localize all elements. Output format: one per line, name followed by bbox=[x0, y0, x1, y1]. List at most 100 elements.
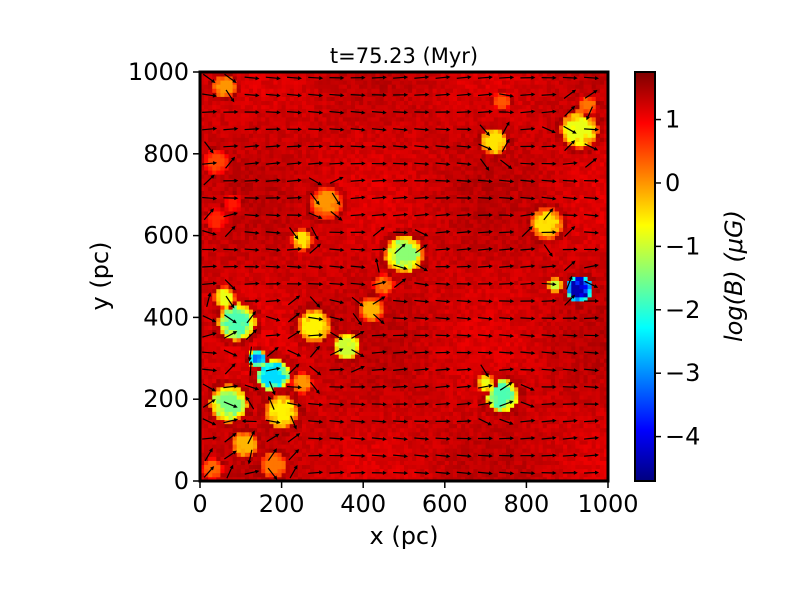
field-arrow bbox=[202, 196, 215, 200]
field-arrow bbox=[564, 227, 574, 237]
field-arrow bbox=[225, 158, 234, 169]
field-arrow bbox=[223, 349, 236, 356]
field-arrow-head bbox=[488, 179, 493, 184]
field-arrow-head bbox=[403, 75, 409, 80]
field-arrow-head bbox=[552, 368, 557, 373]
field-arrow bbox=[562, 334, 575, 337]
field-arrow bbox=[456, 385, 469, 389]
field-arrow-head bbox=[488, 247, 493, 251]
field-arrow-head bbox=[467, 229, 472, 234]
field-arrow bbox=[435, 299, 448, 303]
field-arrow-head bbox=[467, 212, 472, 217]
field-arrow-head bbox=[382, 350, 387, 355]
field-arrow bbox=[541, 300, 554, 302]
field-arrow-head bbox=[382, 75, 387, 80]
field-arrow bbox=[477, 351, 490, 354]
field-arrow-head bbox=[232, 79, 237, 84]
field-arrow-head bbox=[404, 230, 409, 235]
field-arrow bbox=[520, 179, 533, 182]
field-arrow bbox=[350, 93, 363, 96]
field-arrow-head bbox=[276, 178, 281, 183]
field-arrow-head bbox=[276, 333, 281, 338]
plot-frame bbox=[198, 70, 610, 483]
field-arrow bbox=[203, 210, 213, 221]
field-arrow bbox=[329, 162, 342, 165]
field-arrow bbox=[393, 162, 406, 165]
field-arrow bbox=[371, 386, 384, 388]
field-arrow-head bbox=[340, 127, 345, 132]
field-arrow-head bbox=[361, 161, 366, 166]
field-arrow-head bbox=[268, 395, 272, 401]
field-arrow-head bbox=[255, 178, 260, 183]
field-arrow-head bbox=[528, 226, 533, 231]
field-arrow bbox=[541, 265, 554, 268]
field-arrow bbox=[350, 145, 363, 148]
field-arrow-head bbox=[247, 357, 252, 362]
field-arrow bbox=[288, 365, 298, 375]
field-arrow-head bbox=[509, 264, 515, 269]
field-arrow bbox=[541, 145, 554, 148]
field-arrow bbox=[562, 454, 575, 457]
field-arrow bbox=[435, 282, 448, 285]
x-axis-label: x (pc) bbox=[370, 522, 439, 550]
field-arrow-head bbox=[382, 161, 387, 166]
field-arrow-head bbox=[340, 230, 345, 235]
field-arrow bbox=[456, 231, 469, 234]
field-arrow-head bbox=[510, 299, 515, 304]
field-arrow-head bbox=[423, 232, 429, 237]
field-arrow bbox=[393, 471, 406, 474]
field-arrow bbox=[329, 471, 342, 474]
field-arrow-head bbox=[212, 161, 218, 166]
x-tick-label: 0 bbox=[192, 490, 207, 518]
field-arrow bbox=[564, 296, 574, 306]
magnetic-field-map bbox=[200, 72, 608, 481]
field-arrow-head bbox=[298, 281, 303, 286]
field-arrow bbox=[563, 262, 574, 272]
field-arrow-head bbox=[467, 384, 472, 389]
field-arrow-head bbox=[318, 215, 323, 219]
field-arrow-head bbox=[573, 213, 578, 218]
field-arrow-head bbox=[211, 421, 217, 426]
field-arrow bbox=[477, 76, 490, 79]
x-tick-label: 200 bbox=[259, 490, 305, 518]
field-arrow-head bbox=[212, 281, 218, 286]
field-arrow-head bbox=[234, 178, 239, 183]
field-arrow-head bbox=[319, 436, 324, 441]
field-arrow bbox=[308, 212, 320, 219]
field-arrow bbox=[330, 210, 341, 220]
field-arrow bbox=[309, 296, 319, 306]
field-arrow-head bbox=[531, 161, 536, 166]
field-arrow bbox=[202, 128, 215, 131]
field-arrow bbox=[394, 245, 404, 254]
field-arrow-head bbox=[297, 195, 303, 200]
field-arrow-head bbox=[552, 351, 557, 356]
field-arrow bbox=[435, 334, 448, 337]
field-arrow-head bbox=[297, 127, 303, 132]
field-arrow bbox=[520, 93, 533, 96]
field-arrow-head bbox=[467, 196, 472, 201]
field-arrow-head bbox=[403, 454, 409, 459]
field-arrow-head bbox=[404, 161, 409, 166]
field-arrow-head bbox=[446, 282, 451, 287]
field-arrow bbox=[244, 282, 257, 285]
field-arrow bbox=[456, 471, 469, 475]
field-arrow bbox=[499, 418, 512, 424]
field-arrow-head bbox=[510, 281, 515, 286]
field-arrow-head bbox=[573, 401, 578, 406]
field-arrow bbox=[287, 349, 299, 356]
field-arrow-head bbox=[594, 453, 600, 458]
field-arrow bbox=[435, 76, 448, 79]
field-arrow bbox=[478, 418, 490, 425]
field-arrow bbox=[477, 300, 490, 302]
field-arrow bbox=[371, 179, 384, 182]
field-arrow-head bbox=[361, 402, 366, 407]
field-arrow bbox=[543, 210, 552, 221]
field-arrow-head bbox=[319, 161, 324, 166]
field-arrow-head bbox=[211, 387, 216, 392]
field-arrow bbox=[249, 346, 253, 359]
field-arrow bbox=[499, 283, 512, 285]
colorbar-tick-label: 0 bbox=[665, 169, 680, 197]
field-arrow-head bbox=[361, 384, 366, 389]
field-arrow-head bbox=[234, 384, 239, 389]
field-arrow bbox=[521, 227, 532, 237]
